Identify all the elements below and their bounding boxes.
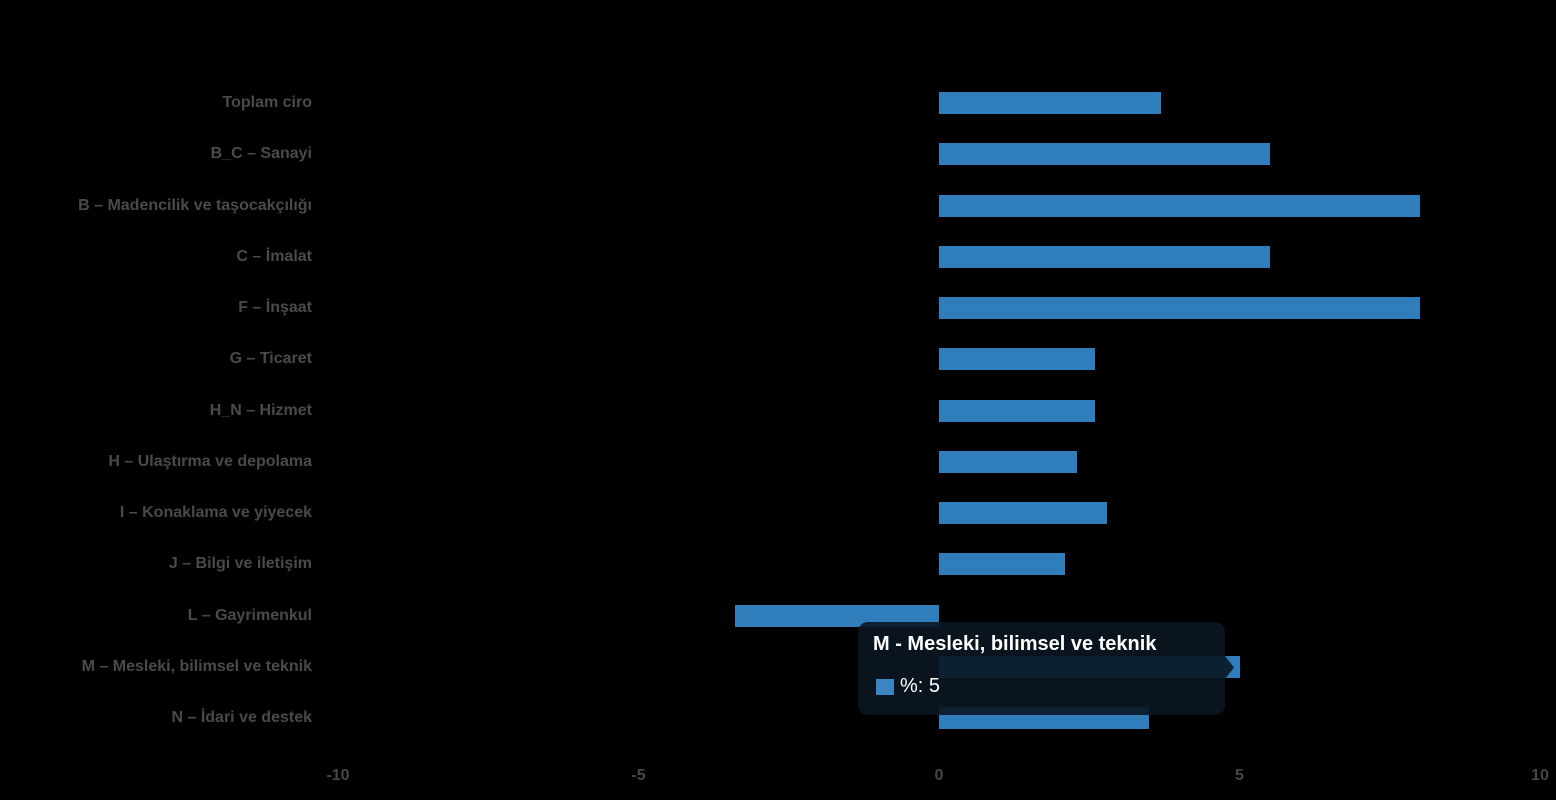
- series-color-swatch: [876, 679, 894, 695]
- x-tick-label: 10: [1531, 767, 1549, 784]
- category-label: I – Konaklama ve yiyecek: [119, 504, 312, 521]
- x-tick-label: 0: [934, 767, 944, 784]
- tooltip: M - Mesleki, bilimsel ve teknik %: 5: [858, 622, 1225, 715]
- bar[interactable]: [939, 450, 1078, 473]
- category-label: B_C – Sanayi: [210, 145, 312, 163]
- tooltip-value-text: %: 5: [900, 675, 941, 697]
- bar[interactable]: [939, 245, 1270, 268]
- x-tick-label: 5: [1235, 767, 1244, 784]
- category-label: J – Bilgi ve iletişim: [168, 555, 312, 573]
- category-label: N – İdari ve destek: [171, 709, 312, 726]
- category-label: B – Madencilik ve taşocakçılığı: [78, 196, 312, 214]
- category-label: M – Mesleki, bilimsel ve teknik: [81, 657, 312, 675]
- category-label: C – İmalat: [236, 247, 312, 265]
- tooltip-pointer-icon: [1225, 656, 1234, 679]
- category-label: Toplam ciro: [222, 94, 313, 111]
- category-label: L – Gayrimenkul: [187, 606, 312, 624]
- bar[interactable]: [939, 502, 1108, 524]
- bar[interactable]: [734, 604, 939, 627]
- bar[interactable]: [939, 92, 1162, 114]
- category-label: H_N – Hizmet: [209, 401, 312, 419]
- category-label: G – Ticaret: [229, 350, 312, 368]
- category-label: F – İnşaat: [238, 299, 312, 316]
- x-tick-label: -5: [631, 767, 646, 784]
- x-tick-label: -10: [326, 767, 350, 784]
- bar[interactable]: [939, 194, 1420, 217]
- bar[interactable]: [939, 143, 1270, 166]
- bar[interactable]: [939, 297, 1420, 319]
- category-label: H – Ulaştırma ve depolama: [108, 452, 312, 470]
- tooltip-title: M - Mesleki, bilimsel ve teknik: [873, 633, 1157, 655]
- bar[interactable]: [939, 399, 1096, 422]
- bar[interactable]: [939, 348, 1096, 371]
- bar[interactable]: [939, 553, 1066, 576]
